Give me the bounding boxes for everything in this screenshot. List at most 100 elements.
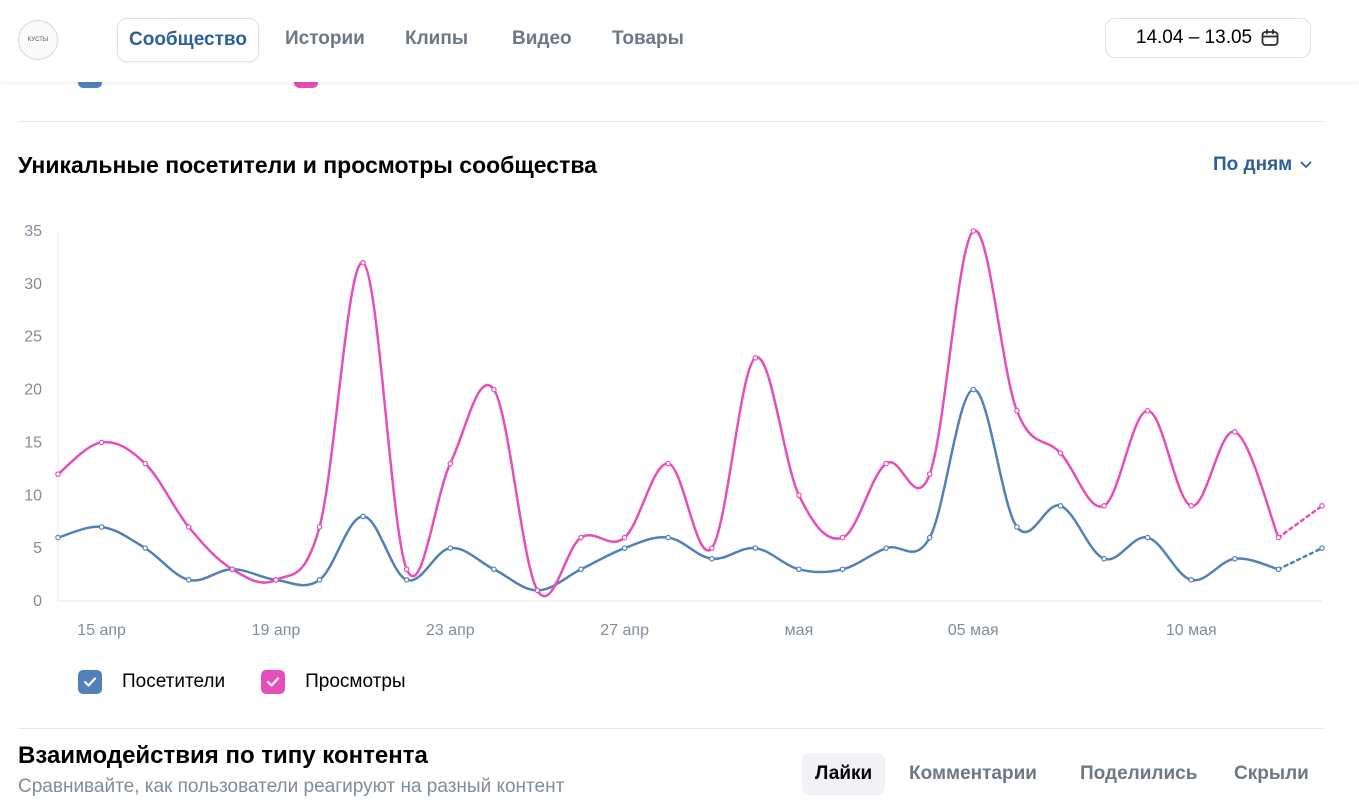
data-point[interactable] xyxy=(883,545,889,551)
y-tick-label: 35 xyxy=(24,223,42,240)
data-point[interactable] xyxy=(1101,555,1107,562)
series-forecast-line-1 xyxy=(1277,504,1324,539)
data-point[interactable] xyxy=(403,566,410,573)
y-tick-label: 25 xyxy=(24,329,42,346)
interactions-subtitle: Сравнивайте, как пользователи реагируют … xyxy=(18,776,565,797)
data-point[interactable] xyxy=(491,566,497,573)
data-point[interactable] xyxy=(316,524,323,530)
data-point[interactable] xyxy=(447,460,454,467)
data-point[interactable] xyxy=(621,545,628,551)
data-point[interactable] xyxy=(142,545,148,551)
y-tick-label: 15 xyxy=(24,434,42,451)
data-point[interactable] xyxy=(578,566,584,573)
section-divider xyxy=(18,728,1324,729)
data-point[interactable] xyxy=(534,587,541,594)
data-point[interactable] xyxy=(970,228,977,234)
data-point[interactable] xyxy=(98,439,105,446)
data-point[interactable] xyxy=(926,534,933,541)
x-tick-label: 05 мая xyxy=(948,622,999,639)
y-tick-label: 5 xyxy=(33,540,42,557)
data-point[interactable] xyxy=(1057,503,1064,509)
tab-video[interactable]: Видео xyxy=(512,28,572,49)
y-tick-label: 30 xyxy=(24,276,42,293)
segment-likes[interactable]: Лайки xyxy=(802,753,886,795)
data-point[interactable] xyxy=(1014,524,1020,530)
data-point[interactable] xyxy=(360,513,366,520)
checkbox-visitors[interactable] xyxy=(78,670,102,694)
data-point[interactable] xyxy=(752,355,759,361)
segment-shared[interactable]: Поделились xyxy=(1080,763,1198,784)
data-point[interactable] xyxy=(142,460,148,467)
data-point[interactable] xyxy=(491,386,497,393)
data-point[interactable] xyxy=(926,471,933,477)
data-point[interactable] xyxy=(708,555,715,562)
data-point[interactable] xyxy=(578,534,584,541)
legend-label-visitors: Посетители xyxy=(122,671,226,692)
legend-item-visitors[interactable]: Посетители xyxy=(78,670,225,694)
data-point[interactable] xyxy=(752,545,759,551)
data-point[interactable] xyxy=(403,577,410,583)
x-tick-label: 15 апр xyxy=(77,622,126,639)
scrolled-legend-checkbox-pink xyxy=(294,78,318,88)
data-point[interactable] xyxy=(1188,577,1195,583)
data-point[interactable] xyxy=(1144,534,1151,541)
data-point[interactable] xyxy=(796,566,802,573)
data-point[interactable] xyxy=(55,471,61,477)
data-point[interactable] xyxy=(708,545,715,551)
data-point[interactable] xyxy=(839,566,846,573)
data-point[interactable] xyxy=(273,577,279,583)
data-point[interactable] xyxy=(1188,503,1195,509)
data-point[interactable] xyxy=(1057,450,1064,456)
data-point[interactable] xyxy=(1319,545,1325,551)
data-point[interactable] xyxy=(185,577,192,583)
series-line-0 xyxy=(57,388,1279,592)
data-point[interactable] xyxy=(883,460,889,467)
segment-comments[interactable]: Комментарии xyxy=(909,763,1037,784)
x-tick-label: 23 апр xyxy=(426,622,475,639)
tab-clips[interactable]: Клипы xyxy=(405,28,469,49)
y-tick-label: 0 xyxy=(33,593,42,610)
chevron-down-icon xyxy=(1300,161,1312,168)
data-point[interactable] xyxy=(229,566,236,573)
data-point[interactable] xyxy=(55,534,61,541)
data-point[interactable] xyxy=(970,386,977,393)
data-point[interactable] xyxy=(665,460,672,467)
data-point[interactable] xyxy=(1319,503,1325,509)
interactions-title: Взаимодействия по типу контента xyxy=(18,742,428,769)
data-point[interactable] xyxy=(1232,429,1238,435)
data-point[interactable] xyxy=(1101,503,1107,509)
data-point[interactable] xyxy=(1232,555,1238,562)
tab-stories[interactable]: Истории xyxy=(285,28,365,49)
date-range-button[interactable]: 14.04 – 13.05 xyxy=(1105,18,1311,58)
period-selector[interactable]: По дням xyxy=(1213,154,1312,176)
data-point[interactable] xyxy=(621,534,628,541)
data-point[interactable] xyxy=(360,259,366,266)
chart-legend: Посетители Просмотры xyxy=(78,670,406,694)
y-tick-label: 20 xyxy=(24,382,42,399)
data-point[interactable] xyxy=(1275,534,1282,541)
segment-hidden[interactable]: Скрыли xyxy=(1234,763,1309,784)
logo-text: КУСТЫ xyxy=(27,37,49,43)
data-point[interactable] xyxy=(1144,407,1151,414)
chart-section-title: Уникальные посетители и просмотры сообще… xyxy=(18,152,597,178)
legend-item-views[interactable]: Просмотры xyxy=(261,670,406,694)
data-point[interactable] xyxy=(1275,566,1282,573)
tab-community[interactable]: Сообщество xyxy=(117,18,259,62)
data-point[interactable] xyxy=(796,492,802,499)
tab-products[interactable]: Товары xyxy=(612,28,684,49)
section-divider xyxy=(18,121,1324,122)
data-point[interactable] xyxy=(665,534,672,541)
data-point[interactable] xyxy=(185,524,192,530)
legend-label-views: Просмотры xyxy=(305,671,406,692)
date-range-label: 14.04 – 13.05 xyxy=(1135,27,1253,48)
y-tick-label: 10 xyxy=(24,487,42,504)
checkbox-views[interactable] xyxy=(261,670,286,694)
data-point[interactable] xyxy=(447,545,454,551)
data-point[interactable] xyxy=(839,534,846,541)
community-logo[interactable]: КУСТЫ xyxy=(18,20,58,60)
data-point[interactable] xyxy=(316,577,323,583)
data-point[interactable] xyxy=(98,524,105,530)
line-chart: 0 5 10 15 20 25 30 35 15 апр 19 апр 23 апр 27 апр м… xyxy=(24,223,1325,639)
data-point[interactable] xyxy=(1014,407,1020,414)
calendar-icon xyxy=(1261,29,1279,46)
